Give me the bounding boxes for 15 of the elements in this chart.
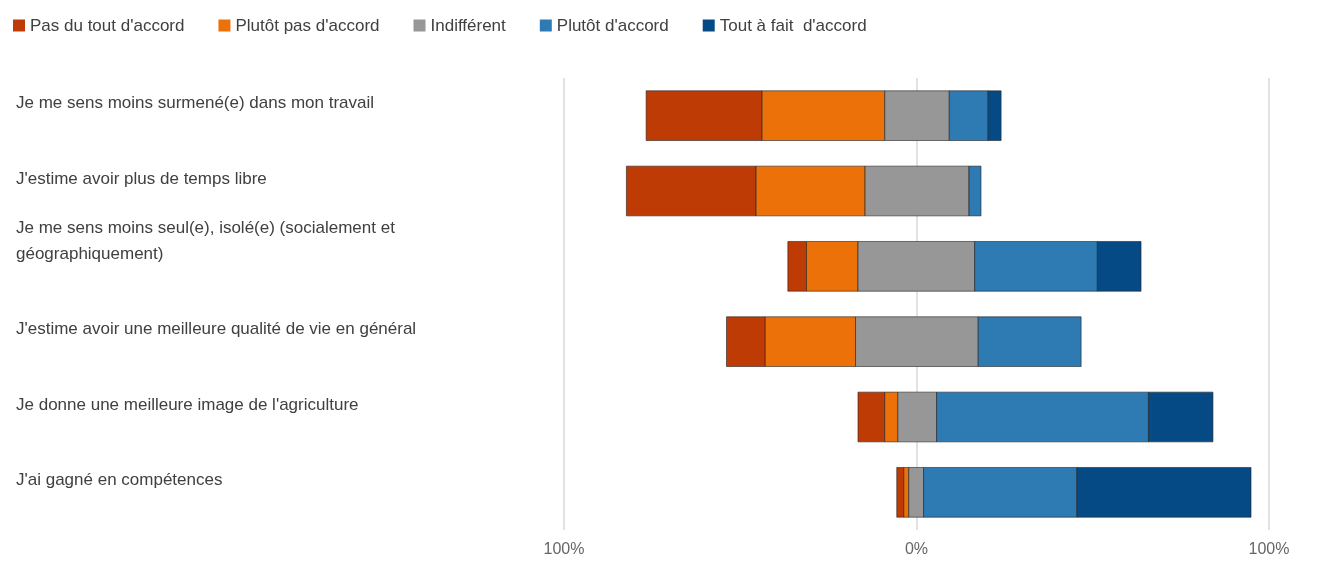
x-tick-label: 100%: [1248, 539, 1290, 557]
legend-label: Indifférent: [430, 16, 507, 35]
y-tick-label: Je donne une meilleure image de l'agriculture: [16, 394, 359, 414]
legend-label: Plutôt pas d'accord: [235, 16, 380, 35]
legend-label: Plutôt d'accord: [556, 16, 669, 35]
legend-label: Tout à fait d'accord: [719, 16, 867, 35]
bar: [896, 467, 905, 518]
y-tick-label: J'estime avoir plus de temps libre: [16, 168, 267, 188]
y-tick-label: J'estime avoir une meilleure qualité de vie en général: [16, 319, 417, 339]
y-tick-label: Je me sens moins surmené(e) dans mon travail: [16, 93, 375, 113]
y-tick-label: Je me sens moins seul(e), isolé(e) (socialement et géographiquement): [16, 217, 400, 263]
x-tick-label: 100%: [543, 539, 585, 557]
x-tick-label: 0%: [904, 539, 929, 557]
y-tick-label: J'ai gagné en compétences: [16, 469, 223, 489]
legend-label: Pas du tout d'accord: [30, 16, 185, 35]
